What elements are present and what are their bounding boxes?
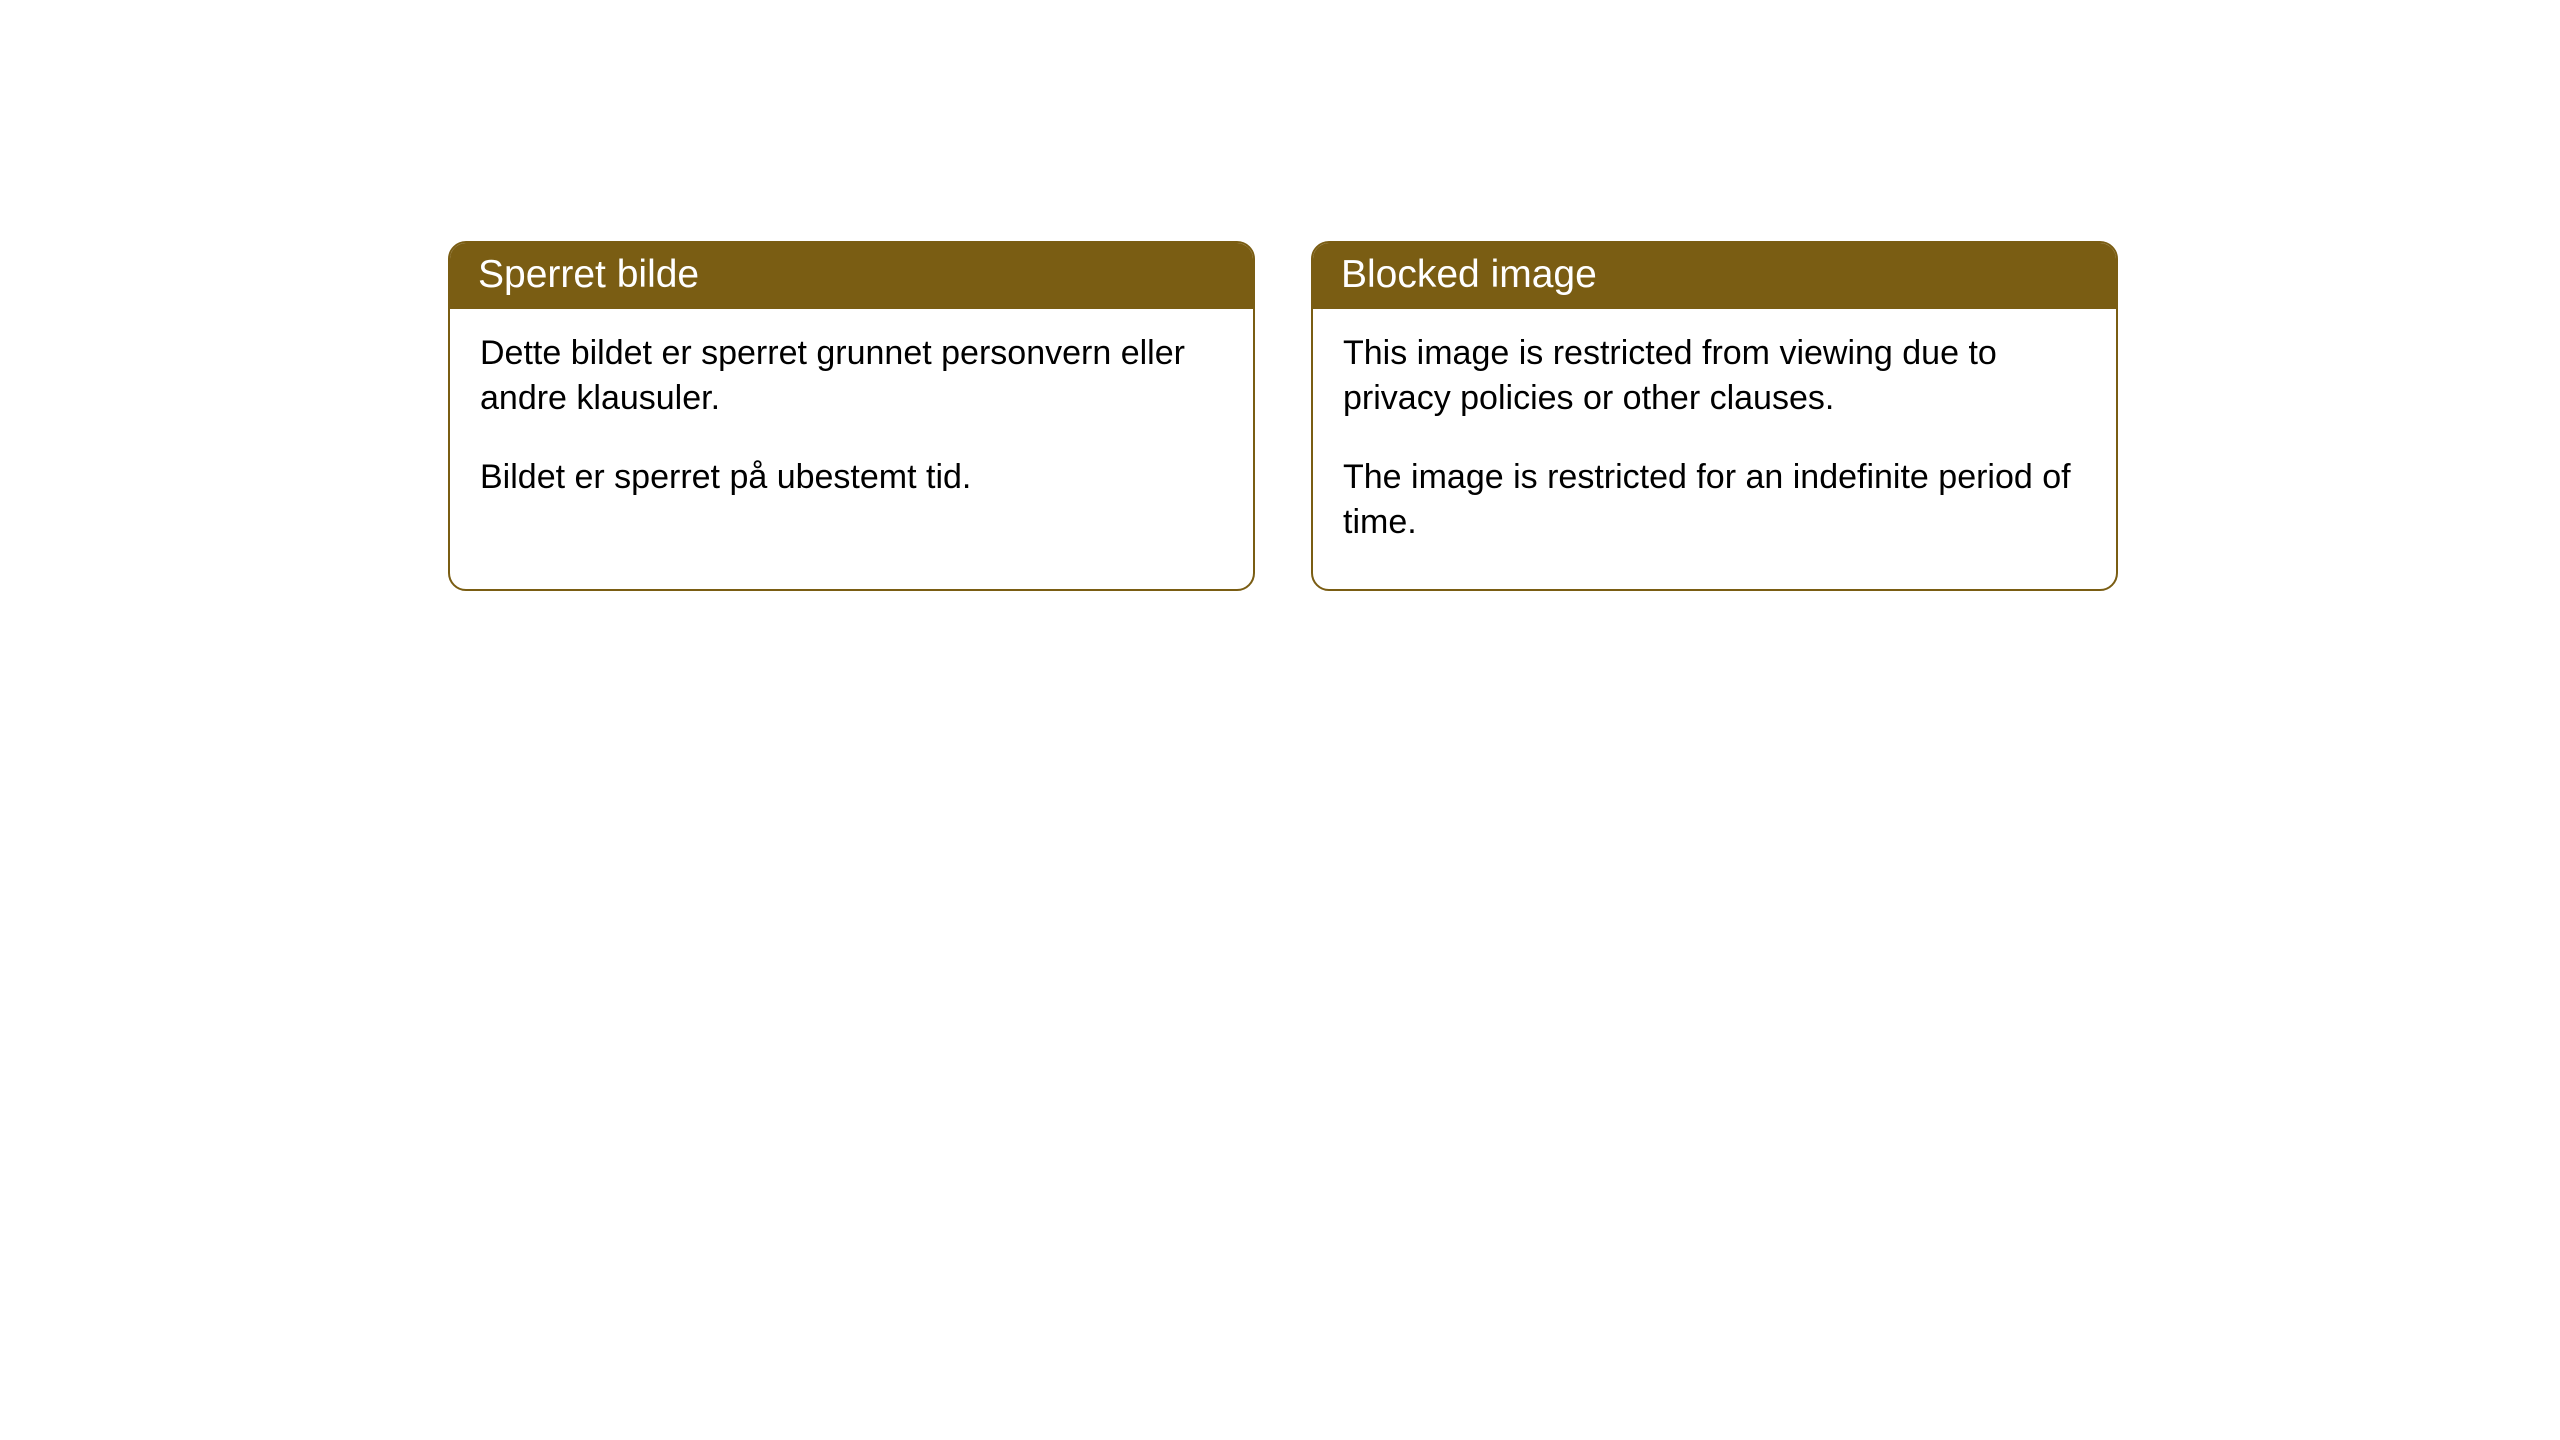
blocked-image-card-english: Blocked image This image is restricted f… [1311, 241, 2118, 591]
card-header-english: Blocked image [1313, 243, 2116, 309]
card-para1-norwegian: Dette bildet er sperret grunnet personve… [480, 331, 1223, 421]
card-para2-english: The image is restricted for an indefinit… [1343, 455, 2086, 545]
card-para2-norwegian: Bildet er sperret på ubestemt tid. [480, 455, 1223, 500]
blocked-image-card-norwegian: Sperret bilde Dette bildet er sperret gr… [448, 241, 1255, 591]
card-para1-english: This image is restricted from viewing du… [1343, 331, 2086, 421]
card-header-norwegian: Sperret bilde [450, 243, 1253, 309]
card-title-english: Blocked image [1341, 253, 1597, 296]
notice-cards-container: Sperret bilde Dette bildet er sperret gr… [448, 241, 2118, 591]
card-body-english: This image is restricted from viewing du… [1313, 309, 2116, 589]
card-title-norwegian: Sperret bilde [478, 253, 699, 296]
card-body-norwegian: Dette bildet er sperret grunnet personve… [450, 309, 1253, 544]
